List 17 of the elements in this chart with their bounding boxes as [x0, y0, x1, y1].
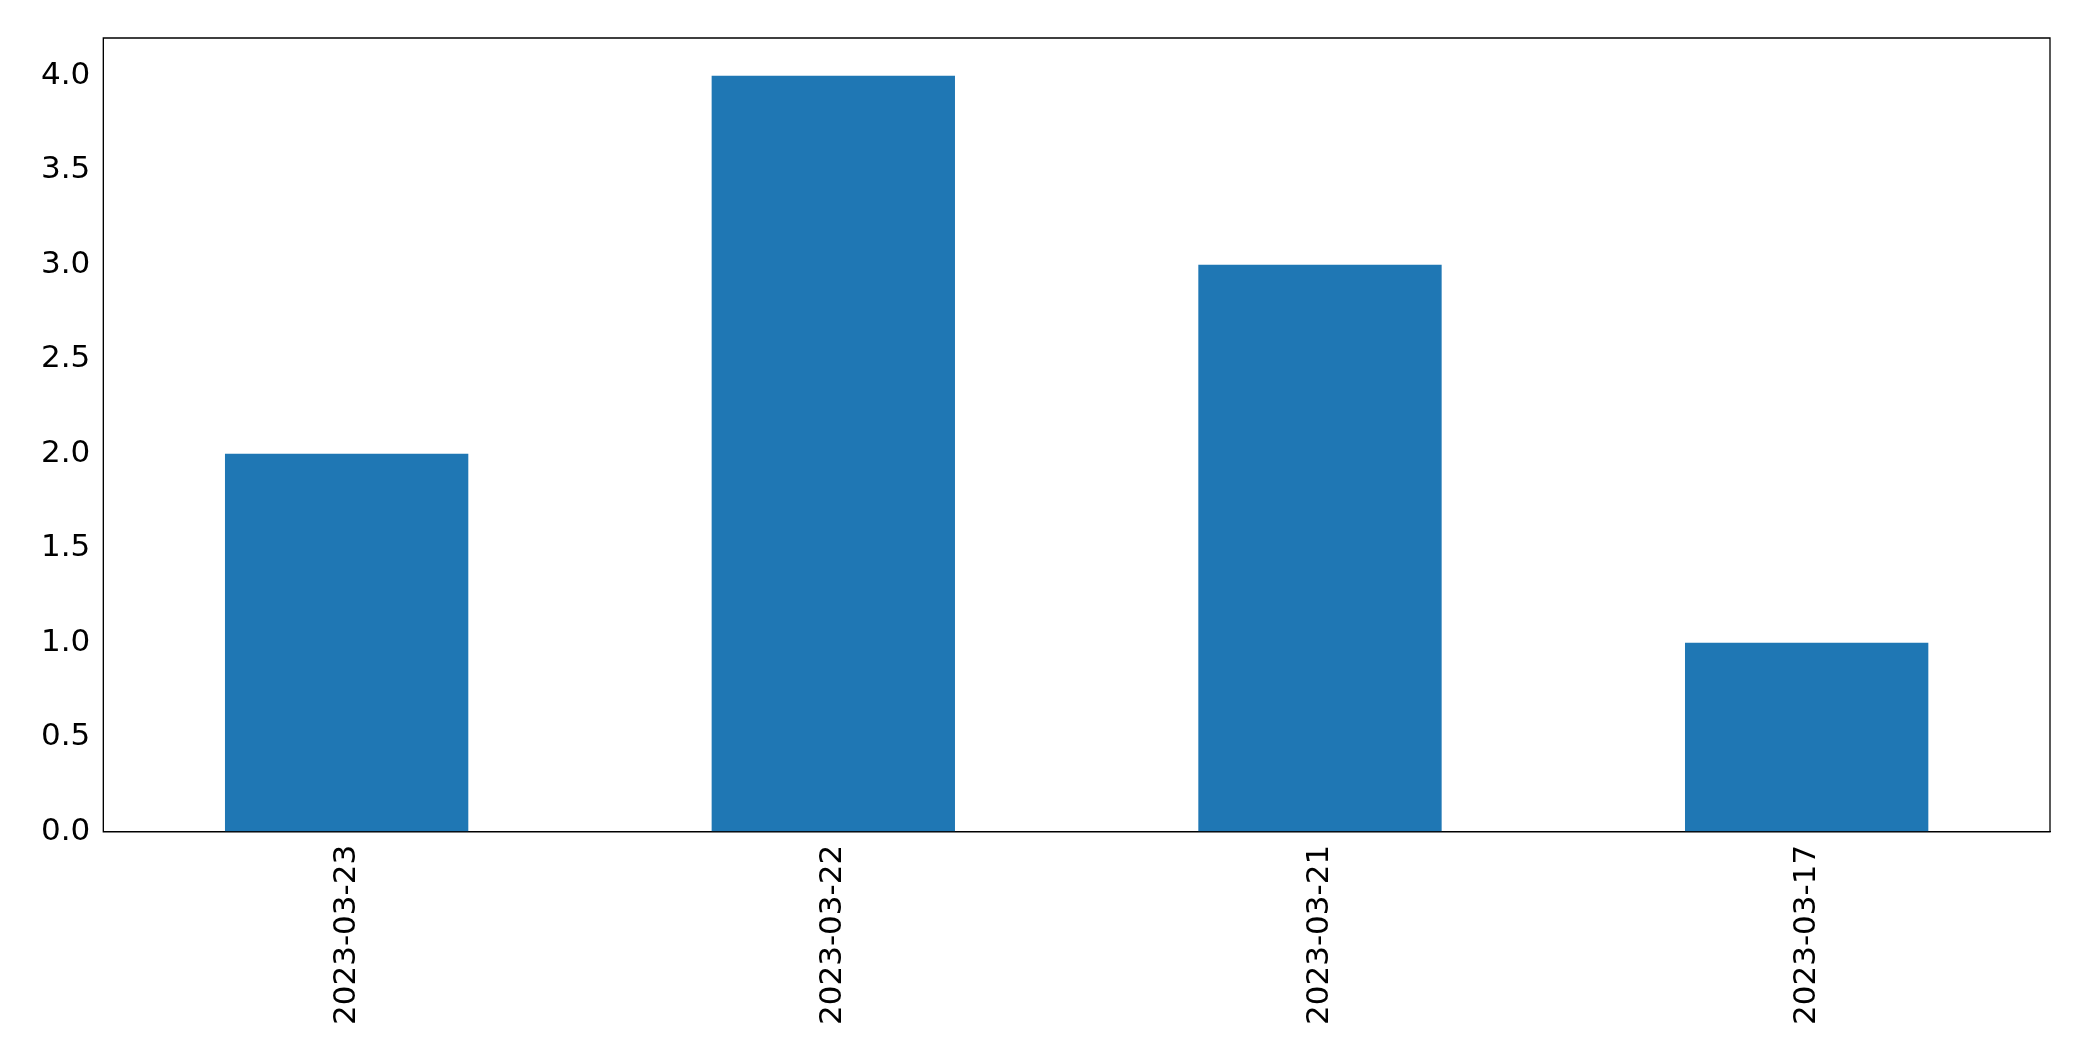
x-tick-label: 2023-03-22 [812, 844, 849, 1026]
y-tick-label: 1.0 [40, 621, 91, 658]
x-tick-label: 2023-03-23 [325, 844, 362, 1026]
bar [224, 453, 469, 832]
y-tick-label: 2.5 [40, 338, 91, 375]
bar [1684, 642, 1929, 832]
y-tick-label: 4.0 [40, 54, 91, 91]
y-tick-label: 3.5 [40, 149, 91, 186]
y-tick-label: 0.0 [40, 810, 91, 847]
x-tick-label: 2023-03-21 [1299, 844, 1336, 1026]
x-tick-label: 2023-03-17 [1785, 844, 1822, 1026]
y-tick-label: 1.5 [40, 527, 91, 564]
y-tick-label: 2.0 [40, 432, 91, 469]
y-tick-label: 3.0 [40, 243, 91, 280]
y-tick-label: 0.5 [40, 716, 91, 753]
bar [711, 75, 955, 832]
bar [1198, 264, 1442, 832]
